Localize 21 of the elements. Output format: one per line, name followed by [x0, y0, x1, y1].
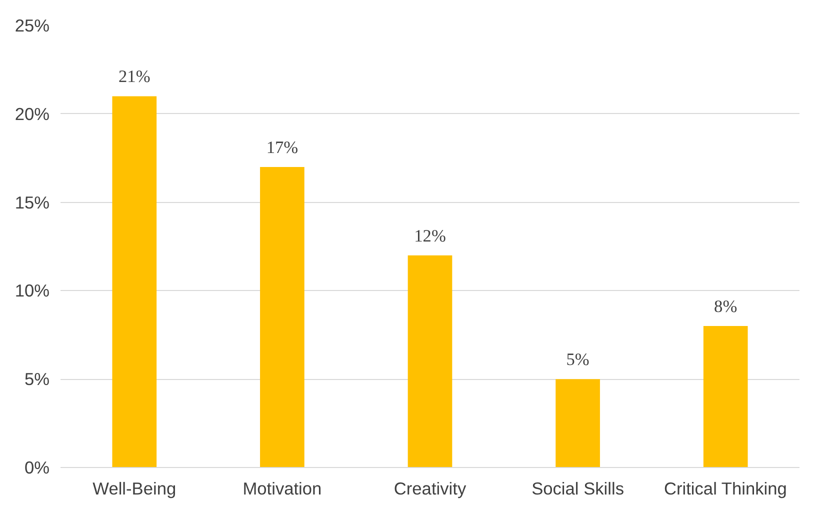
- bar: [556, 379, 600, 468]
- bar: [703, 326, 748, 468]
- data-label: 12%: [414, 226, 446, 246]
- data-label: 5%: [566, 350, 590, 370]
- x-tick-label: Motivation: [242, 478, 322, 498]
- y-tick-label: 0%: [24, 458, 50, 478]
- y-tick-label: 15%: [14, 192, 50, 212]
- bar: [408, 255, 452, 468]
- y-tick-label: 20%: [14, 104, 50, 124]
- data-label: 17%: [266, 138, 298, 157]
- data-label: 21%: [118, 67, 150, 86]
- x-tick-label: Creativity: [394, 478, 466, 498]
- data-label: 8%: [714, 297, 738, 316]
- bar: [260, 166, 304, 468]
- x-tick-label: Critical Thinking: [664, 478, 787, 498]
- y-tick-label: 25%: [14, 16, 50, 36]
- x-tick-label: Well-Being: [92, 478, 176, 498]
- y-tick-label: 5%: [24, 369, 50, 390]
- x-tick-label: Social Skills: [532, 478, 624, 498]
- y-tick-label: 10%: [14, 280, 50, 301]
- bar: [112, 96, 157, 468]
